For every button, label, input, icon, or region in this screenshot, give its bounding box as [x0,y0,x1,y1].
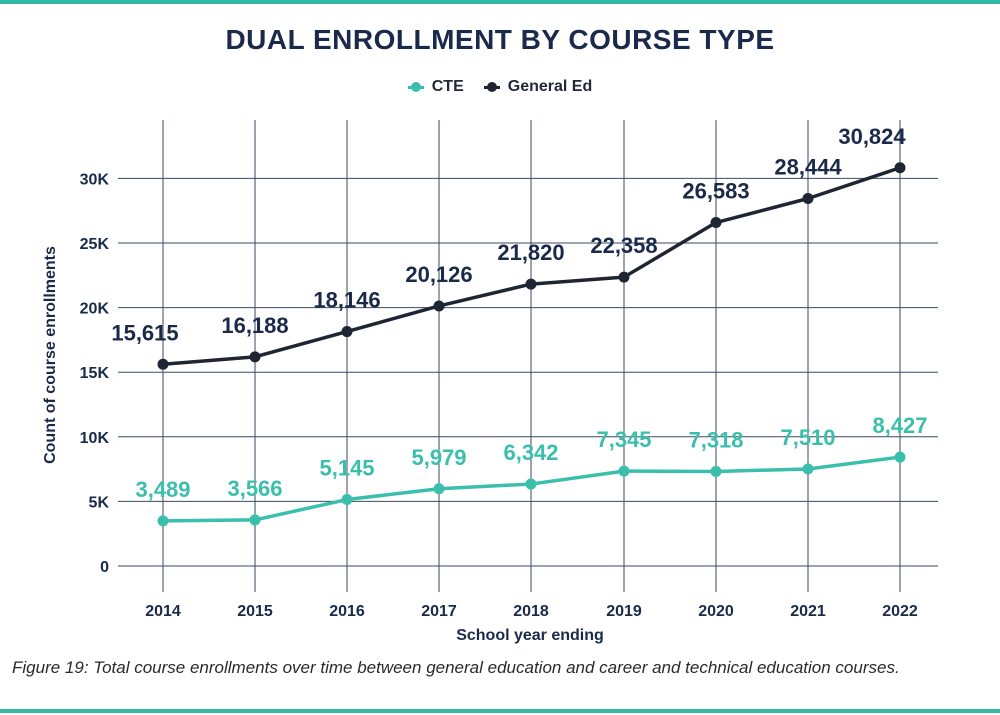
x-tick-label: 2022 [882,603,918,620]
x-tick-label: 2021 [790,603,826,620]
y-tick-label: 10K [80,430,110,447]
data-point-cte [525,478,537,490]
x-tick-label: 2015 [237,603,273,620]
data-label-cte: 3,566 [227,476,282,501]
data-label-cte: 3,489 [135,477,190,502]
x-tick-label: 2014 [145,603,181,620]
chart-legend: CTE General Ed [0,78,1000,96]
data-label-cte: 7,510 [780,425,835,450]
data-point-cte [894,451,906,463]
top-accent-rule [0,0,1000,4]
y-tick-label: 0 [100,559,109,576]
x-tick-label: 2019 [606,603,642,620]
x-tick-label: 2020 [698,603,734,620]
x-axis-title: School year ending [456,627,604,644]
y-tick-label: 30K [80,171,110,188]
data-label-general-ed: 18,146 [313,288,380,313]
data-point-general-ed [433,300,445,312]
data-point-cte [802,463,814,475]
data-label-cte: 8,427 [872,413,927,438]
legend-label-cte: CTE [431,78,464,95]
data-point-general-ed [710,217,722,229]
data-point-general-ed [249,351,261,363]
legend-swatch-cte [407,81,424,93]
data-label-cte: 5,145 [319,456,374,481]
x-tick-label: 2016 [329,603,365,620]
data-label-general-ed: 21,820 [497,240,564,265]
data-point-cte [157,515,169,527]
legend-swatch-general-ed [483,81,500,93]
data-point-cte [710,465,722,477]
data-label-cte: 7,318 [688,427,743,452]
y-tick-label: 20K [80,301,110,318]
data-point-cte [618,465,630,477]
chart-title: DUAL ENROLLMENT BY COURSE TYPE [225,24,775,55]
legend-label-general-ed: General Ed [507,78,593,95]
data-label-general-ed: 15,615 [111,320,178,345]
x-tick-label: 2017 [421,603,457,620]
figure-caption: Figure 19: Total course enrollments over… [12,658,900,677]
data-label-general-ed: 26,583 [682,179,749,204]
data-label-general-ed: 28,444 [774,155,842,180]
data-point-general-ed [341,326,353,338]
y-axis-title: Count of course enrollments [42,246,59,464]
line-chart: 0 5K 10K 15K 20K 25K 30K 2014 2015 2016 2017 2018 20… [42,120,938,644]
y-tick-label: 5K [89,494,110,511]
data-point-cte [341,494,353,506]
data-point-general-ed [894,162,906,174]
data-label-cte: 6,342 [503,440,558,465]
legend-item-general-ed[interactable]: General Ed [483,78,593,96]
data-label-cte: 5,979 [411,445,466,470]
data-label-cte: 7,345 [596,427,651,452]
data-point-general-ed [802,193,814,205]
data-point-general-ed [618,271,630,283]
data-label-general-ed: 30,824 [838,124,906,149]
y-tick-label: 25K [80,236,110,253]
x-tick-label: 2018 [513,603,549,620]
data-label-general-ed: 20,126 [405,262,472,287]
data-point-cte [249,514,261,526]
data-point-general-ed [157,358,169,370]
legend-item-cte[interactable]: CTE [407,78,464,96]
y-tick-label: 15K [80,365,110,382]
data-point-cte [433,483,445,495]
data-label-general-ed: 16,188 [221,313,288,338]
data-label-general-ed: 22,358 [590,233,657,258]
data-point-general-ed [525,278,537,290]
bottom-accent-rule [0,709,1000,713]
